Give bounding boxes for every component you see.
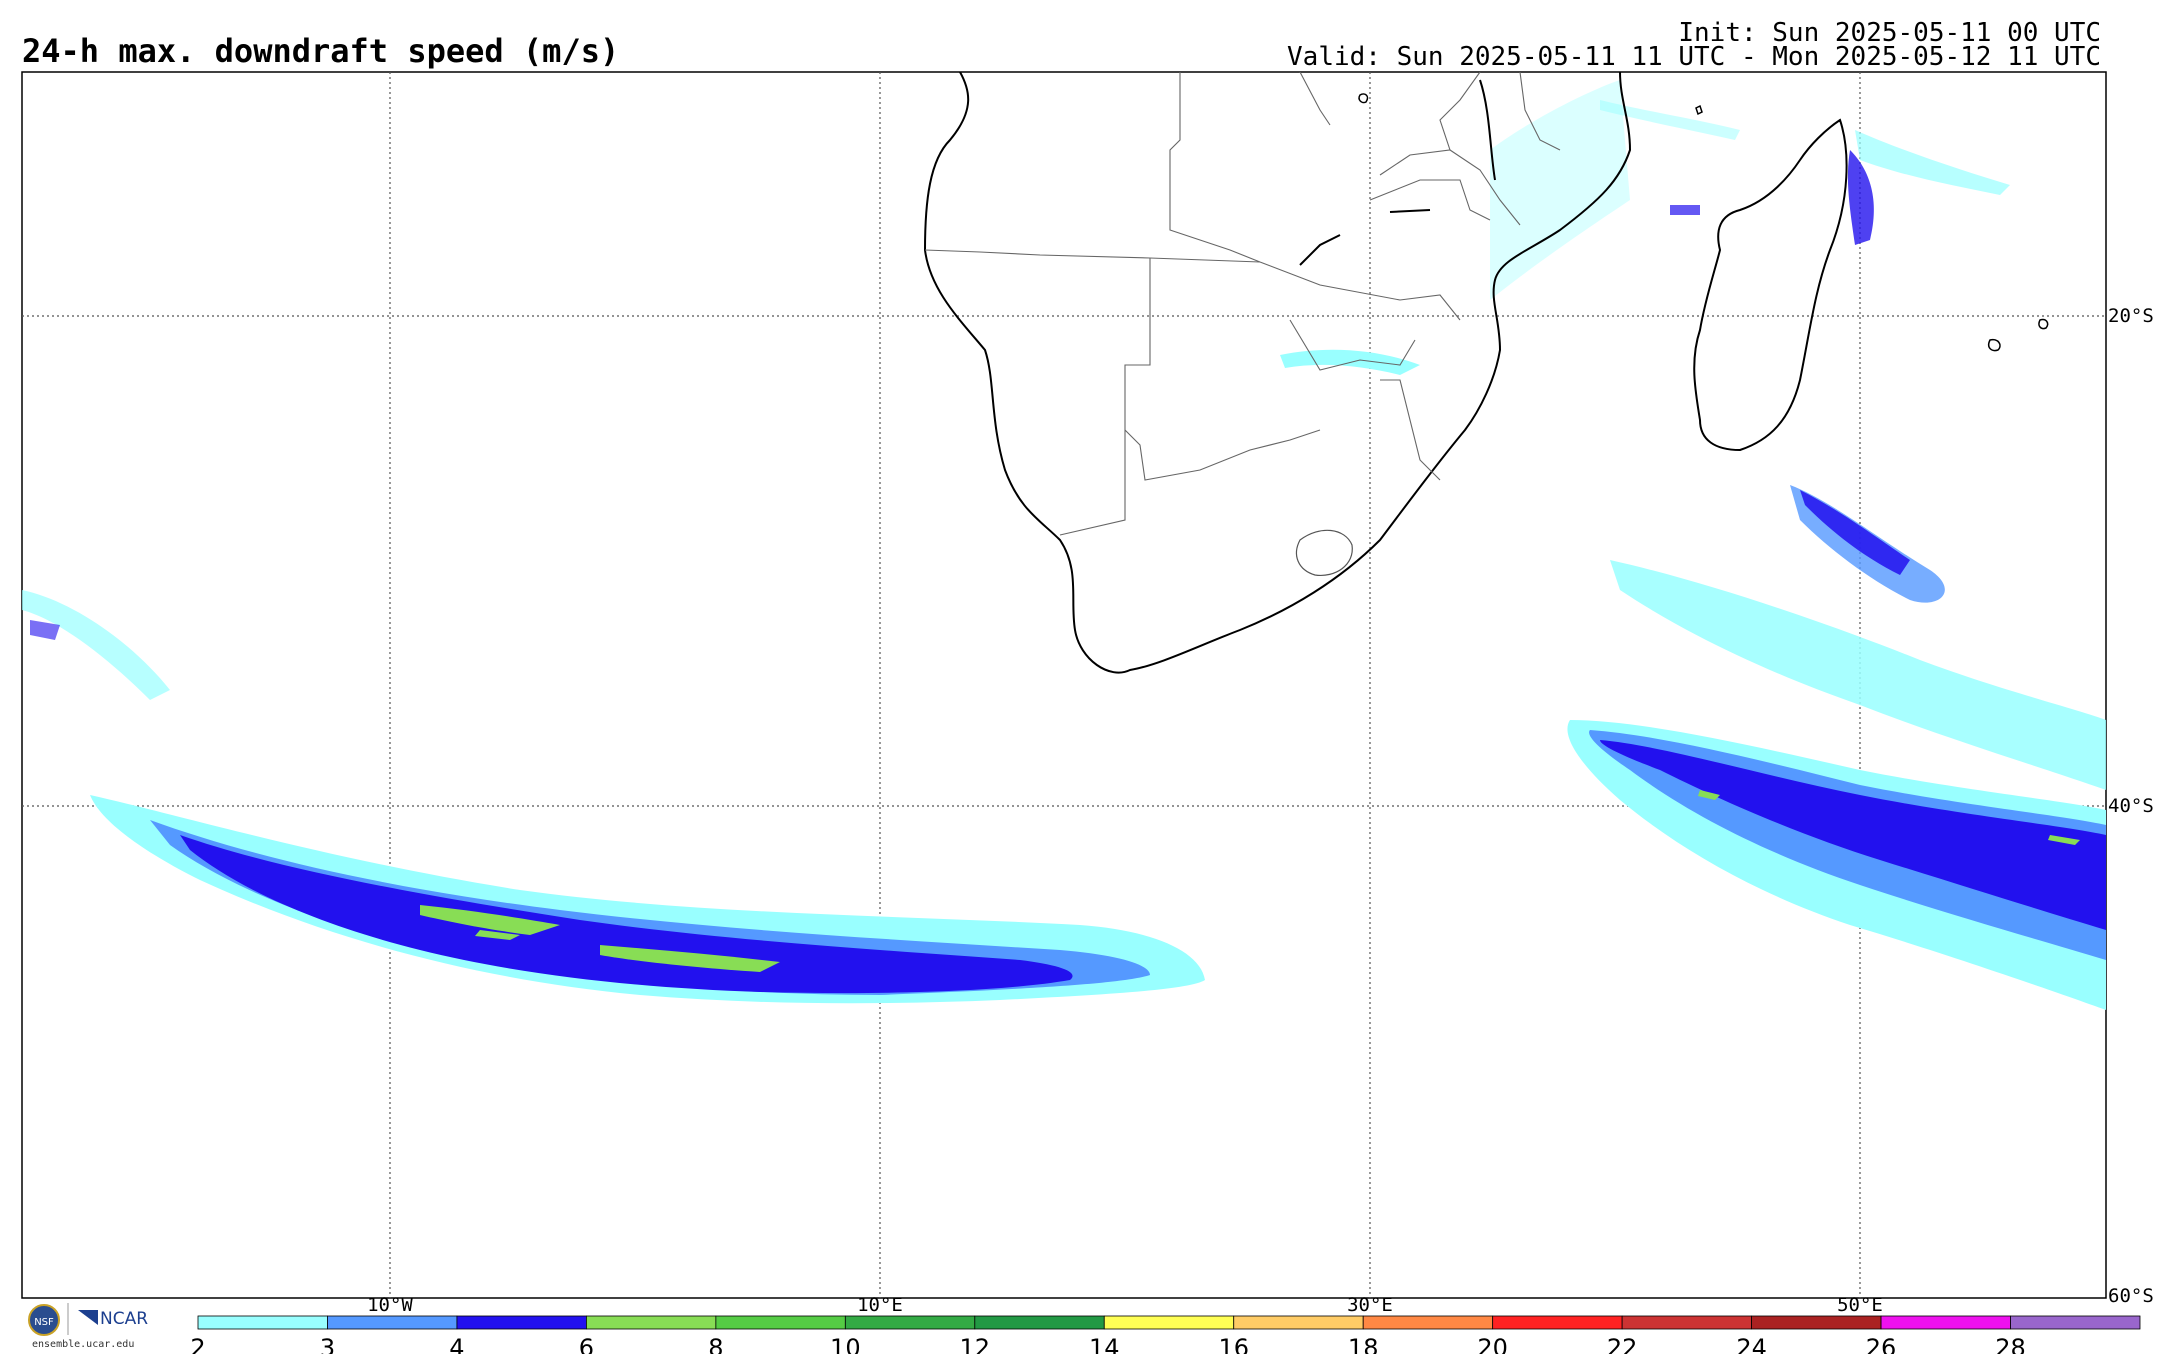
colorbar-swatch [586,1315,717,1330]
valid-time: Valid: Sun 2025-05-11 11 UTC - Mon 2025-… [1287,42,2101,72]
colorbar-tick-label: 12 [960,1334,991,1354]
colorbar-swatch [2010,1315,2141,1330]
latitude-labels: 20°S 40°S 60°S [2108,305,2154,1307]
island-north [1358,93,1369,104]
colorbar-tick-label: 6 [579,1334,594,1354]
coastlines [923,72,2049,674]
colorbar-tick-label: 26 [1866,1334,1897,1354]
colorbar-tick-label: 20 [1477,1334,1508,1354]
nsf-logo: NSF [28,1304,60,1336]
colorbar-tick-label: 2 [190,1334,205,1354]
colorbar-tick-label: 10 [830,1334,861,1354]
lesotho-border [1295,529,1353,577]
colorbar-swatch [844,1315,976,1330]
colorbar-swatch [1492,1315,1623,1330]
colorbar-swatch [1362,1315,1494,1330]
lon-label-50e: 50°E [1837,1294,1883,1316]
map-frame [21,71,2107,1299]
downdraft-band-south-indian [1567,720,2106,1010]
africa-coastline [923,72,1632,674]
colorbar-swatch [327,1315,458,1330]
lat-label-20s: 20°S [2108,305,2154,327]
colorbar-tick-label: 3 [320,1334,335,1354]
country-borders [924,72,1561,536]
ensemble-url: ensemble.ucar.edu [32,1339,134,1350]
colorbar-swatch [1103,1315,1235,1330]
colorbar-tick-label: 18 [1348,1334,1379,1354]
lon-label-30e: 30°E [1347,1294,1393,1316]
longitude-labels: 10°W 10°E 30°E 50°E [367,1294,1883,1316]
colorbar-tick-label: 24 [1736,1334,1767,1354]
colorbar-swatch [197,1315,328,1330]
colorbar-swatch [1751,1315,1882,1330]
lake-malawi [1479,79,1496,181]
svg-text:NCAR: NCAR [100,1309,148,1329]
lat-label-40s: 40°S [2108,795,2154,817]
downdraft-band-south-atlantic [90,795,1205,1004]
svg-text:NSF: NSF [34,1317,54,1328]
colorbar-tick-label: 14 [1089,1334,1120,1354]
island-reunion [1987,338,2001,352]
island-mauritius [2038,318,2049,330]
colorbar-swatch [1621,1315,1752,1330]
madagascar-coastline [1693,118,1848,452]
colorbar-swatch [715,1315,846,1330]
colorbar-swatch [1880,1315,2011,1330]
colorbar: 2 3 4 6 8 10 12 14 16 18 20 22 24 26 28 [190,1315,2141,1354]
downdraft-band-southeast-madagascar [1610,485,2106,790]
colorbar-swatch [974,1315,1105,1330]
map-title: 24-h max. downdraft speed (m/s) [22,32,620,70]
lon-label-10w: 10°W [367,1294,413,1316]
init-time: Init: Sun 2025-05-11 00 UTC [1678,18,2101,48]
downdraft-cells-madagascar [1600,100,2010,245]
lon-label-10e: 10°E [857,1294,903,1316]
colorbar-tick-label: 16 [1218,1334,1249,1354]
ncar-logo: NCAR [78,1309,148,1329]
colorbar-swatch [1233,1315,1364,1330]
lakes [1299,79,1496,266]
island-comoros [1695,104,1703,116]
lake-kariba [1299,234,1341,266]
colorbar-swatch [456,1315,587,1330]
lat-label-60s: 60°S [2108,1285,2154,1307]
lake-cahora-bassa [1389,209,1431,213]
colorbar-tick-label: 4 [449,1334,464,1354]
downdraft-cells-west [22,590,170,700]
colorbar-tick-label: 22 [1607,1334,1638,1354]
colorbar-tick-label: 8 [708,1334,723,1354]
colorbar-tick-label: 28 [1995,1334,2026,1354]
